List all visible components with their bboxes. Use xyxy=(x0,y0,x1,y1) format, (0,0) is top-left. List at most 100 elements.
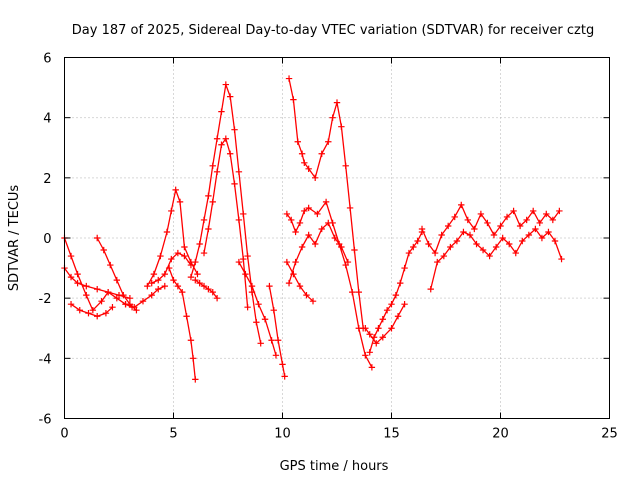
data-point xyxy=(492,243,500,251)
data-point xyxy=(388,325,395,332)
chart-title: Day 187 of 2025, Sidereal Day-to-day VTE… xyxy=(72,23,594,38)
data-point xyxy=(355,288,362,296)
data-point xyxy=(168,207,175,215)
data-point xyxy=(375,325,382,332)
data-point xyxy=(209,162,216,169)
data-point xyxy=(532,225,539,233)
data-point xyxy=(285,75,293,82)
satellite-track-8 xyxy=(165,264,199,383)
data-point xyxy=(451,213,458,221)
data-point xyxy=(183,313,190,320)
data-point xyxy=(431,249,439,257)
satellite-track-6 xyxy=(144,186,201,290)
data-point xyxy=(165,264,173,272)
data-point xyxy=(244,303,251,311)
data-point xyxy=(322,198,330,206)
data-point xyxy=(305,204,312,212)
data-point xyxy=(150,270,158,278)
series-trace xyxy=(190,83,262,344)
x-axis-label: GPS time / hours xyxy=(280,459,389,474)
data-point xyxy=(161,282,168,290)
satellite-track-2 xyxy=(61,264,134,302)
data-point xyxy=(148,291,155,299)
data-point xyxy=(464,216,471,224)
data-point xyxy=(94,285,101,293)
data-point xyxy=(379,334,386,341)
data-point xyxy=(257,340,264,347)
data-point xyxy=(98,297,105,305)
y-axis-label: SDTVAR / TECUs xyxy=(7,185,22,292)
data-point xyxy=(240,255,247,263)
data-point xyxy=(373,340,380,347)
data-point xyxy=(551,237,559,245)
data-point xyxy=(427,285,434,293)
y-tick-label: 0 xyxy=(43,232,51,247)
y-tick-label: 2 xyxy=(43,172,51,187)
data-point xyxy=(349,288,356,296)
satellite-track-11 xyxy=(192,276,221,302)
data-point xyxy=(209,288,216,296)
data-point xyxy=(477,210,485,218)
satellite-track-5 xyxy=(122,282,168,311)
data-point xyxy=(181,243,188,251)
data-point xyxy=(231,126,238,133)
data-point xyxy=(85,310,92,317)
data-point xyxy=(303,291,310,299)
data-point xyxy=(499,234,506,242)
data-point xyxy=(255,300,262,308)
data-point xyxy=(83,282,90,290)
data-point xyxy=(512,249,519,257)
data-point xyxy=(226,93,234,100)
data-point xyxy=(187,337,195,344)
data-point xyxy=(331,234,339,242)
data-point xyxy=(76,307,83,314)
data-point xyxy=(268,337,275,344)
data-point xyxy=(113,276,121,284)
x-tick-label: 0 xyxy=(60,427,68,442)
data-point xyxy=(279,361,286,368)
data-point xyxy=(139,297,147,305)
series-trace xyxy=(63,267,131,299)
data-point xyxy=(325,138,332,145)
satellite-track-7 xyxy=(148,249,195,287)
series-trace xyxy=(421,204,561,254)
data-point xyxy=(274,337,282,344)
data-point xyxy=(170,276,177,284)
satellite-track-10 xyxy=(200,135,251,311)
data-point xyxy=(261,316,269,323)
data-point xyxy=(362,352,369,359)
data-point xyxy=(161,270,168,278)
data-point xyxy=(107,261,114,269)
data-point xyxy=(283,210,291,218)
data-point xyxy=(338,243,345,251)
x-tick-label: 20 xyxy=(492,427,509,442)
data-point xyxy=(196,279,203,287)
data-point xyxy=(301,207,308,215)
data-point xyxy=(344,258,352,266)
y-tick-label: 4 xyxy=(43,112,51,127)
satellite-track-17 xyxy=(283,258,317,305)
data-point xyxy=(126,294,134,302)
data-point xyxy=(187,273,195,281)
x-tick-label: 10 xyxy=(274,427,291,442)
data-point xyxy=(100,246,107,254)
data-point xyxy=(444,222,452,230)
data-point xyxy=(438,231,445,239)
satellite-track-19 xyxy=(362,300,408,347)
data-point xyxy=(333,99,341,106)
data-point xyxy=(200,282,208,290)
data-point xyxy=(296,282,304,290)
data-point xyxy=(312,174,319,182)
data-point xyxy=(290,96,297,103)
data-point xyxy=(351,246,358,254)
data-point xyxy=(458,201,465,209)
data-point xyxy=(168,255,175,263)
data-point xyxy=(366,349,373,356)
data-point xyxy=(397,279,404,287)
y-tick-label: -2 xyxy=(39,292,52,307)
satellite-track-4 xyxy=(67,300,116,320)
data-point xyxy=(272,352,280,359)
data-point xyxy=(298,243,306,251)
data-point xyxy=(392,291,400,299)
